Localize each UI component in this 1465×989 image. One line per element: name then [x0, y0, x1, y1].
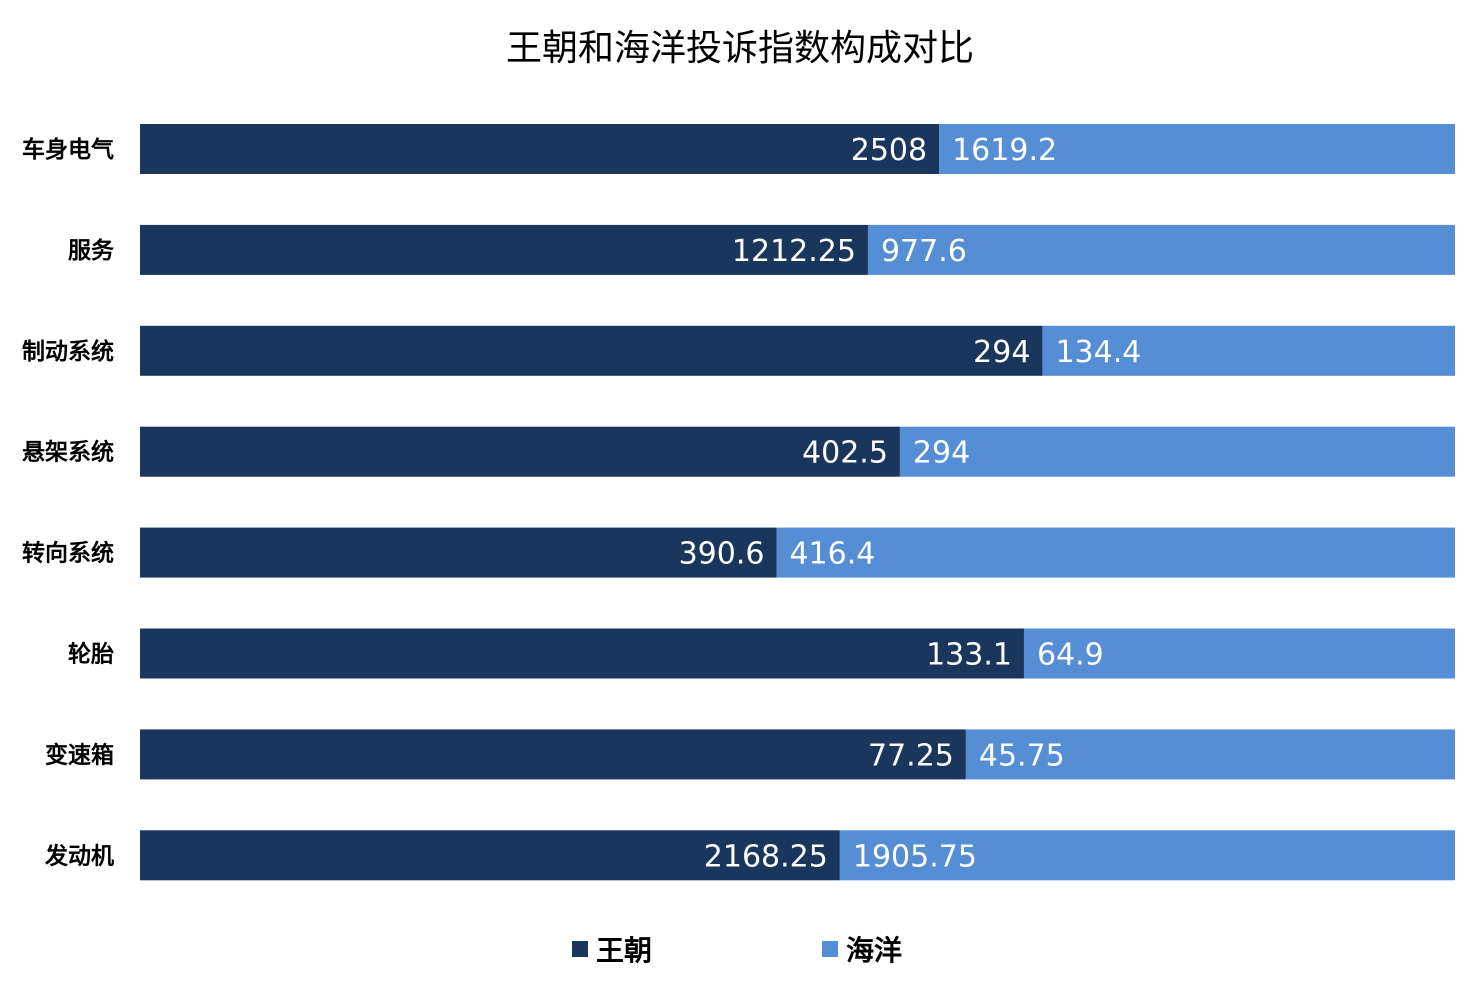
bar-series-1[interactable] [1023, 628, 1455, 679]
bar-series-1[interactable] [776, 527, 1455, 578]
bar-series-1[interactable] [1042, 325, 1455, 376]
category-label: 车身电气 [22, 136, 114, 163]
data-label-series-1: 45.75 [979, 738, 1065, 773]
bar-series-0[interactable] [140, 729, 966, 780]
category-label: 发动机 [44, 842, 114, 869]
category-label: 转向系统 [22, 540, 114, 567]
bar-series-0[interactable] [140, 426, 900, 477]
bar-series-1[interactable] [839, 830, 1455, 881]
category-label: 制动系统 [22, 338, 114, 365]
legend[interactable]: 王朝 海洋 [572, 934, 902, 967]
bar-series-0[interactable] [140, 527, 777, 578]
data-label-series-0: 1212.25 [732, 234, 856, 269]
data-label-series-1: 64.9 [1037, 638, 1104, 673]
data-label-series-1: 416.4 [789, 537, 875, 572]
bar-series-0[interactable] [140, 224, 868, 275]
category-label: 变速箱 [45, 741, 114, 768]
data-label-series-1: 977.6 [881, 234, 967, 269]
bar-series-0[interactable] [140, 628, 1024, 679]
legend-label: 海洋 [846, 934, 902, 967]
legend-item[interactable]: 王朝 [572, 934, 652, 967]
category-label: 悬架系统 [22, 439, 114, 466]
legend-item[interactable]: 海洋 [822, 934, 902, 967]
data-label-series-0: 2168.25 [704, 839, 828, 874]
data-label-series-1: 1619.2 [952, 133, 1057, 168]
data-label-series-0: 133.1 [926, 638, 1012, 673]
legend-label: 王朝 [596, 934, 652, 967]
bar-series-0[interactable] [140, 830, 840, 881]
category-label: 服务 [68, 238, 115, 264]
bar-series-1[interactable] [899, 426, 1455, 477]
category-label: 轮胎 [68, 641, 114, 668]
chart-title: 王朝和海洋投诉指数构成对比 [506, 28, 974, 69]
legend-swatch [572, 941, 588, 957]
data-label-series-1: 1905.75 [853, 839, 977, 874]
data-label-series-1: 294 [913, 436, 970, 471]
data-label-series-0: 77.25 [868, 738, 954, 773]
data-label-series-0: 2508 [851, 133, 927, 168]
data-label-series-0: 390.6 [679, 537, 765, 572]
bar-series-0[interactable] [140, 124, 940, 174]
bar-series-0[interactable] [140, 325, 1043, 376]
data-label-series-0: 294 [973, 335, 1030, 370]
bar-series-1[interactable] [939, 124, 1455, 174]
bars-layer: 2508 1619.2 1212.25 977.6 294 134.4 402.5 294 39… [140, 124, 1455, 881]
bar-series-1[interactable] [867, 224, 1455, 275]
data-label-series-0: 402.5 [802, 436, 888, 471]
bar-series-1[interactable] [965, 729, 1455, 780]
legend-swatch [822, 941, 838, 957]
data-label-series-1: 134.4 [1055, 335, 1141, 370]
